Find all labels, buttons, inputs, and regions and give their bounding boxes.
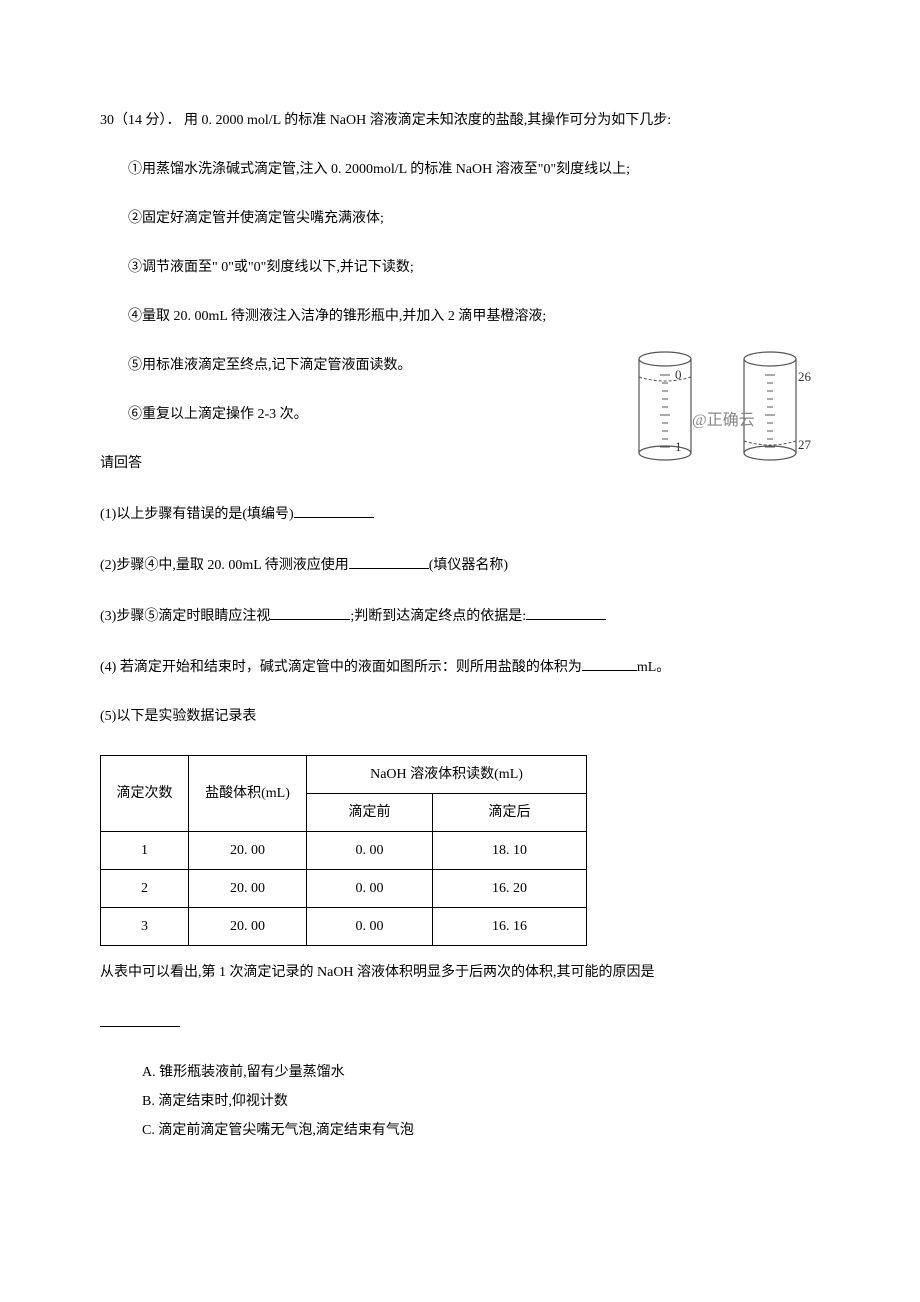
option-b: B. 滴定结束时,仰视计数 bbox=[100, 1091, 820, 1112]
step-2: ②固定好滴定管并使滴定管尖嘴充满液体; bbox=[100, 208, 820, 229]
diagram-watermark: @正确云 bbox=[692, 411, 755, 429]
q3-text-a: (3)步骤⑤滴定时眼睛应注视 bbox=[100, 609, 270, 624]
table-header-row-1: 滴定次数 盐酸体积(mL) NaOH 溶液体积读数(mL) bbox=[101, 756, 587, 794]
left-top-label: 0 bbox=[675, 367, 682, 382]
question-number: 30（14 分）． bbox=[100, 113, 181, 128]
blank-followup-line bbox=[100, 1011, 820, 1034]
cell-after: 16. 16 bbox=[433, 908, 587, 946]
right-top-label: 26 bbox=[798, 369, 812, 384]
blank-q3b bbox=[526, 604, 606, 620]
data-table: 滴定次数 盐酸体积(mL) NaOH 溶液体积读数(mL) 滴定前 滴定后 1 … bbox=[100, 755, 587, 946]
th-before: 滴定前 bbox=[307, 794, 433, 832]
question-5: (5)以下是实验数据记录表 bbox=[100, 706, 820, 727]
blank-q4 bbox=[582, 655, 637, 671]
cell-hcl: 20. 00 bbox=[189, 908, 307, 946]
table-row: 2 20. 00 0. 00 16. 20 bbox=[101, 870, 587, 908]
q4-text-a: (4) 若滴定开始和结束时，碱式滴定管中的液面如图所示：则所用盐酸的体积为 bbox=[100, 660, 582, 675]
question-3: (3)步骤⑤滴定时眼睛应注视 ;判断到达滴定终点的依据是: bbox=[100, 604, 820, 627]
q3-text-b: ;判断到达滴定终点的依据是: bbox=[350, 609, 526, 624]
blank-q3a bbox=[270, 604, 350, 620]
cell-before: 0. 00 bbox=[307, 870, 433, 908]
question-4: (4) 若滴定开始和结束时，碱式滴定管中的液面如图所示：则所用盐酸的体积为 mL。 bbox=[100, 655, 820, 678]
cell-after: 18. 10 bbox=[433, 832, 587, 870]
table-row: 3 20. 00 0. 00 16. 16 bbox=[101, 908, 587, 946]
blank-q1 bbox=[294, 502, 374, 518]
q2-text-a: (2)步骤④中,量取 20. 00mL 待测液应使用 bbox=[100, 558, 349, 573]
cell-n: 3 bbox=[101, 908, 189, 946]
question-1: (1)以上步骤有错误的是(填编号) bbox=[100, 502, 820, 525]
burette-diagram: 0 1 26 27 bbox=[620, 345, 820, 482]
cell-hcl: 20. 00 bbox=[189, 870, 307, 908]
cell-before: 0. 00 bbox=[307, 832, 433, 870]
table-row: 1 20. 00 0. 00 18. 10 bbox=[101, 832, 587, 870]
cell-n: 2 bbox=[101, 870, 189, 908]
cell-after: 16. 20 bbox=[433, 870, 587, 908]
step-4: ④量取 20. 00mL 待测液注入洁净的锥形瓶中,并加入 2 滴甲基橙溶液; bbox=[100, 306, 820, 327]
blank-q2 bbox=[349, 553, 429, 569]
cell-n: 1 bbox=[101, 832, 189, 870]
cell-before: 0. 00 bbox=[307, 908, 433, 946]
left-bot-label: 1 bbox=[675, 439, 682, 454]
intro-text: 用 0. 2000 mol/L 的标准 NaOH 溶液滴定未知浓度的盐酸,其操作… bbox=[184, 113, 671, 128]
th-trial: 滴定次数 bbox=[101, 756, 189, 832]
q1-text: (1)以上步骤有错误的是(填编号) bbox=[100, 507, 294, 522]
right-bot-label: 27 bbox=[798, 437, 812, 452]
th-hcl: 盐酸体积(mL) bbox=[189, 756, 307, 832]
option-a: A. 锥形瓶装液前,留有少量蒸馏水 bbox=[100, 1062, 820, 1083]
q2-text-b: (填仪器名称) bbox=[429, 558, 508, 573]
question-header: 30（14 分）． 用 0. 2000 mol/L 的标准 NaOH 溶液滴定未… bbox=[100, 110, 820, 131]
step-3: ③调节液面至" 0"或"0"刻度线以下,并记下读数; bbox=[100, 257, 820, 278]
cell-hcl: 20. 00 bbox=[189, 832, 307, 870]
followup-text: 从表中可以看出,第 1 次滴定记录的 NaOH 溶液体积明显多于后两次的体积,其… bbox=[100, 962, 820, 983]
th-after: 滴定后 bbox=[433, 794, 587, 832]
th-naoh: NaOH 溶液体积读数(mL) bbox=[307, 756, 587, 794]
q4-text-b: mL。 bbox=[637, 660, 670, 675]
step-1: ①用蒸馏水洗涤碱式滴定管,注入 0. 2000mol/L 的标准 NaOH 溶液… bbox=[100, 159, 820, 180]
question-2: (2)步骤④中,量取 20. 00mL 待测液应使用 (填仪器名称) bbox=[100, 553, 820, 576]
option-c: C. 滴定前滴定管尖嘴无气泡,滴定结束有气泡 bbox=[100, 1120, 820, 1141]
